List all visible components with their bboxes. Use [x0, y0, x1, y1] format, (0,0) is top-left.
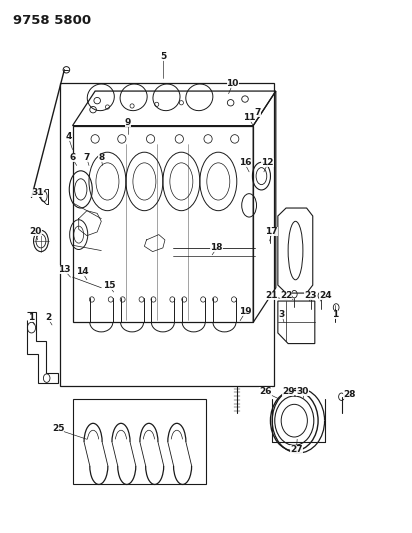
- Text: 30: 30: [296, 387, 309, 396]
- Text: 5: 5: [160, 52, 166, 61]
- Text: 19: 19: [239, 307, 251, 316]
- Text: 27: 27: [290, 446, 303, 455]
- Text: 17: 17: [265, 228, 278, 237]
- Text: 12: 12: [261, 158, 274, 167]
- Text: 1: 1: [332, 310, 339, 319]
- Text: 7: 7: [84, 153, 90, 162]
- Text: 9: 9: [125, 118, 131, 127]
- Text: 16: 16: [239, 158, 251, 167]
- Text: 13: 13: [58, 265, 70, 273]
- Text: 28: 28: [344, 390, 356, 399]
- Text: 23: 23: [304, 291, 317, 300]
- Text: 10: 10: [227, 78, 239, 87]
- Bar: [73, 399, 206, 484]
- Text: 11: 11: [243, 113, 255, 122]
- Text: 24: 24: [319, 291, 331, 300]
- Text: 26: 26: [259, 387, 272, 396]
- Bar: [60, 83, 274, 386]
- Text: 9758 5800: 9758 5800: [13, 14, 91, 27]
- Text: 20: 20: [29, 228, 42, 237]
- Text: 31: 31: [31, 188, 44, 197]
- Text: 14: 14: [77, 268, 89, 276]
- Text: 3: 3: [279, 310, 285, 319]
- Text: 22: 22: [280, 291, 293, 300]
- Text: 18: 18: [210, 244, 222, 253]
- Text: 6: 6: [70, 153, 76, 162]
- Text: 1: 1: [28, 312, 35, 321]
- Text: 25: 25: [52, 424, 64, 433]
- Text: 29: 29: [282, 387, 295, 396]
- Text: 15: 15: [103, 280, 116, 289]
- Text: 4: 4: [65, 132, 72, 141]
- Text: 21: 21: [265, 291, 278, 300]
- Text: 7: 7: [254, 108, 260, 117]
- Text: 2: 2: [45, 312, 51, 321]
- Text: 8: 8: [98, 153, 104, 162]
